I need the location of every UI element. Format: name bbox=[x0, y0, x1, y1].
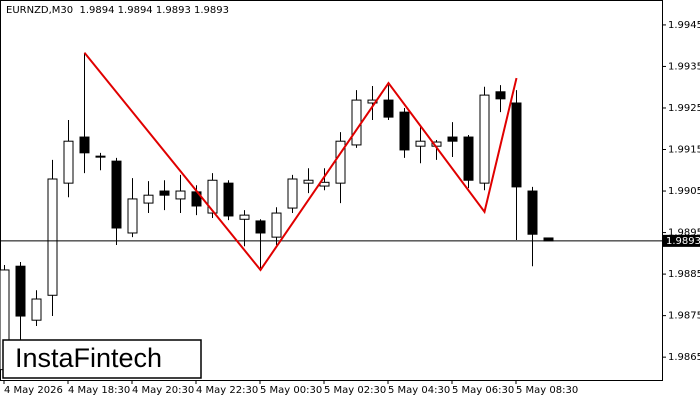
y-tick-label: 1.9945 bbox=[668, 20, 700, 31]
logo-box bbox=[2, 339, 202, 379]
x-tick-label: 5 May 08:30 bbox=[516, 385, 578, 396]
candle-body bbox=[463, 136, 474, 181]
candle-body bbox=[495, 91, 506, 100]
candle-body bbox=[255, 220, 266, 234]
x-tick-label: 5 May 04:30 bbox=[388, 385, 450, 396]
candle-body bbox=[143, 194, 154, 204]
candle-body bbox=[319, 181, 330, 187]
candle-body bbox=[239, 214, 250, 220]
candle-body bbox=[223, 182, 234, 217]
y-tick-label: 1.9895 bbox=[668, 228, 700, 239]
plot-frame bbox=[0, 0, 663, 381]
candle-body bbox=[207, 179, 218, 214]
candle-body bbox=[271, 212, 282, 238]
candle-body bbox=[111, 160, 122, 229]
x-tick-label: 4 May 20:30 bbox=[132, 385, 194, 396]
candle-body bbox=[335, 140, 346, 184]
y-tick-label: 1.9875 bbox=[668, 311, 700, 322]
candle-body bbox=[47, 178, 58, 296]
candle-body bbox=[415, 140, 426, 147]
y-tick-label: 1.9925 bbox=[668, 103, 700, 114]
candle-body bbox=[383, 99, 394, 118]
candle-body bbox=[287, 178, 298, 209]
candle-body bbox=[127, 198, 138, 234]
candle-body bbox=[303, 179, 314, 184]
y-tick-label: 1.9905 bbox=[668, 186, 700, 197]
x-tick-label: 4 May 2026 bbox=[4, 385, 63, 396]
x-tick-label: 5 May 06:30 bbox=[452, 385, 514, 396]
candle-body bbox=[399, 111, 410, 151]
candle-body bbox=[175, 190, 186, 200]
y-tick-label: 1.9885 bbox=[668, 269, 700, 280]
x-tick-label: 5 May 02:30 bbox=[324, 385, 386, 396]
chart-title: EURNZD,M30 1.9894 1.9894 1.9893 1.9893 bbox=[6, 5, 229, 16]
y-tick-label: 1.9935 bbox=[668, 61, 700, 72]
last-price-label: 1.9893 bbox=[666, 236, 700, 247]
candle-body bbox=[63, 140, 74, 184]
candle-body bbox=[95, 155, 106, 158]
x-tick-label: 4 May 22:30 bbox=[196, 385, 258, 396]
candle-body bbox=[527, 190, 538, 235]
candle-body bbox=[479, 94, 490, 184]
candle-body bbox=[159, 190, 170, 196]
candle-body bbox=[447, 136, 458, 142]
y-tick-label: 1.9915 bbox=[668, 145, 700, 156]
candle-body bbox=[79, 136, 90, 154]
candle-body bbox=[351, 99, 362, 146]
candle-body bbox=[511, 102, 522, 188]
pattern-line bbox=[83, 52, 518, 272]
x-tick-label: 5 May 00:30 bbox=[260, 385, 322, 396]
last-price-box bbox=[662, 234, 700, 247]
x-tick-label: 4 May 18:30 bbox=[68, 385, 130, 396]
logo: InstaFintech bbox=[15, 343, 162, 373]
y-tick-label: 1.9865 bbox=[668, 352, 700, 363]
candle-body bbox=[31, 298, 42, 321]
candle-body bbox=[15, 265, 26, 317]
